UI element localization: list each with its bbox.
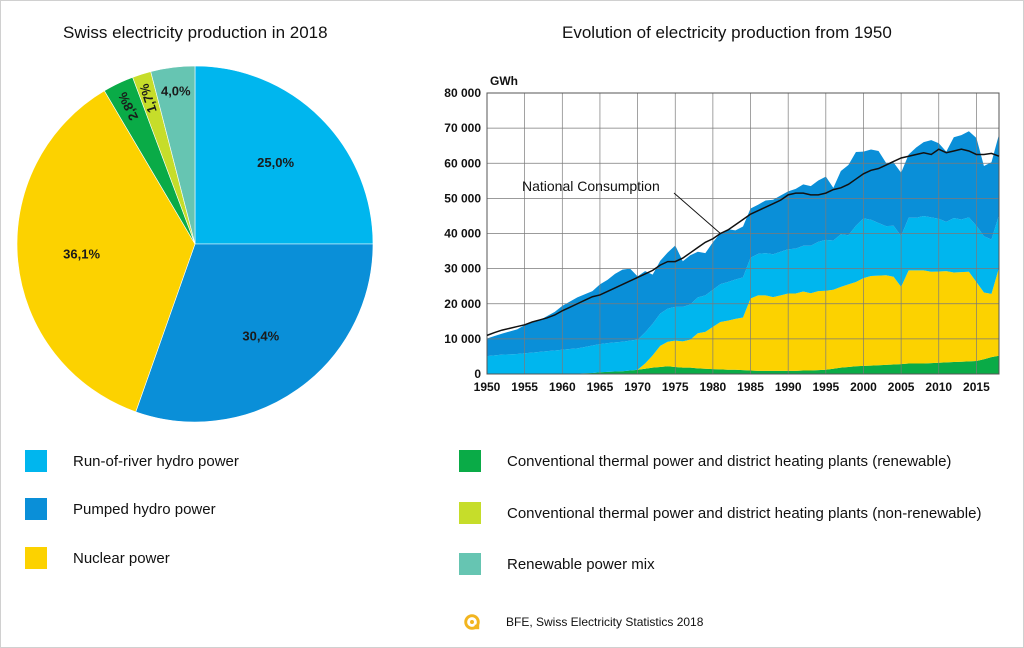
y-tick-label: 20 000: [444, 297, 481, 311]
x-tick-label: 1970: [624, 380, 651, 394]
legend-label: Nuclear power: [73, 549, 170, 567]
area-chart-title: Evolution of electricity production from…: [562, 23, 892, 42]
bfe-logo-icon: [464, 614, 480, 630]
area-series: [487, 267, 999, 374]
legend-item-thermal-non-renewable: Conventional thermal power and district …: [459, 502, 981, 524]
x-tick-label: 1990: [775, 380, 802, 394]
source-text: BFE, Swiss Electricity Statistics 2018: [506, 615, 704, 629]
x-tick-label: 1995: [812, 380, 839, 394]
legend-swatch: [25, 547, 47, 569]
x-tick-label: 2005: [888, 380, 915, 394]
legend-label: Conventional thermal power and district …: [507, 452, 952, 470]
legend-label: Pumped hydro power: [73, 500, 216, 518]
y-tick-label: 10 000: [444, 332, 481, 346]
y-tick-label: 0: [474, 367, 481, 381]
y-tick-label: 80 000: [444, 86, 481, 100]
x-tick-label: 1980: [700, 380, 727, 394]
pie-data-label: 4,0%: [161, 84, 191, 99]
x-tick-label: 1975: [662, 380, 689, 394]
pie-slice: [16, 90, 196, 413]
legend-label: Conventional thermal power and district …: [507, 504, 982, 522]
pie-slice: [135, 243, 374, 423]
x-tick-label: 2015: [963, 380, 990, 394]
pie-data-label: 25,0%: [257, 155, 294, 170]
y-unit-label: GWh: [490, 74, 518, 88]
legend-label: Run-of-river hydro power: [73, 452, 239, 470]
x-tick-label: 2010: [925, 380, 952, 394]
plot-border: [486, 92, 1000, 375]
consumption-line: [486, 148, 1000, 337]
legend-item-run-of-river: Run-of-river hydro power: [25, 450, 239, 472]
pie-chart: 25,0%30,4%36,1%2,8%1,7% 4,0%: [16, 65, 374, 423]
legend-swatch: [25, 498, 47, 520]
legend-item-renewable-mix: Renewable power mix: [459, 553, 655, 575]
area-series: [487, 355, 999, 374]
legend-item-nuclear: Nuclear power: [25, 547, 170, 569]
legend-swatch: [459, 450, 481, 472]
area-series: [487, 215, 999, 374]
legend-label: Renewable power mix: [507, 555, 655, 573]
annotation-national-consumption: National Consumption: [522, 178, 660, 194]
x-tick-label: 2000: [850, 380, 877, 394]
pie-chart-title: Swiss electricity production in 2018: [63, 23, 328, 42]
legend-item-thermal-renewable: Conventional thermal power and district …: [459, 450, 951, 472]
legend-swatch: [459, 502, 481, 524]
y-tick-label: 40 000: [444, 227, 481, 241]
y-tick-label: 50 000: [444, 191, 481, 205]
legend-item-pumped-hydro: Pumped hydro power: [25, 498, 216, 520]
y-tick-label: 70 000: [444, 121, 481, 135]
y-tick-label: 30 000: [444, 262, 481, 276]
annotation-leader: [673, 192, 721, 234]
x-tick-label: 1960: [549, 380, 576, 394]
x-tick-label: 1985: [737, 380, 764, 394]
area-chart: National Consumption 0 10 000 20 000 30 000 4…: [444, 74, 1000, 394]
y-tick-label: 60 000: [444, 156, 481, 170]
source-credit: BFE, Swiss Electricity Statistics 2018: [463, 613, 703, 631]
area-series: [487, 131, 999, 357]
x-tick-label: 1950: [474, 380, 501, 394]
pie-slice: [150, 65, 196, 245]
x-tick-label: 1965: [587, 380, 614, 394]
pie-slice: [194, 65, 374, 245]
pie-data-label: 36,1%: [63, 247, 100, 262]
pie-data-label: 30,4%: [242, 328, 279, 343]
legend-swatch: [459, 553, 481, 575]
x-tick-label: 1955: [511, 380, 538, 394]
legend-swatch: [25, 450, 47, 472]
